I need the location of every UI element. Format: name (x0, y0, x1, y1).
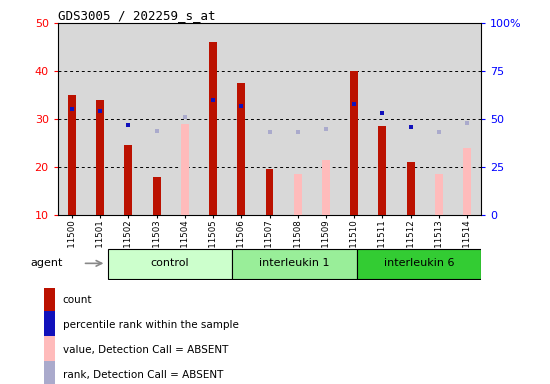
Bar (209, 42, 217, 215)
Text: control: control (151, 258, 189, 268)
Bar (43, 336, 55, 365)
Bar (86, 23, 114, 215)
Bar (181, 124, 189, 215)
Bar (227, 23, 255, 215)
Bar (108, 249, 232, 279)
Bar (43, 311, 55, 340)
Bar (425, 23, 453, 215)
Bar (322, 160, 330, 215)
Text: count: count (63, 295, 92, 306)
Bar (397, 23, 425, 215)
Bar (266, 169, 273, 215)
Text: GDS3005 / 202259_s_at: GDS3005 / 202259_s_at (58, 9, 215, 22)
Bar (152, 177, 161, 215)
Bar (199, 23, 227, 215)
Text: percentile rank within the sample: percentile rank within the sample (63, 320, 238, 331)
Text: interleukin 1: interleukin 1 (259, 258, 329, 268)
Bar (255, 23, 284, 215)
Bar (453, 23, 481, 215)
Text: value, Detection Call = ABSENT: value, Detection Call = ABSENT (63, 345, 228, 356)
Bar (232, 249, 357, 279)
Bar (142, 23, 170, 215)
Text: agent: agent (30, 258, 63, 268)
Bar (350, 71, 358, 215)
Bar (406, 162, 415, 215)
Bar (237, 83, 245, 215)
Bar (368, 23, 397, 215)
Bar (294, 174, 302, 215)
Bar (435, 174, 443, 215)
Bar (114, 23, 142, 215)
Bar (96, 100, 104, 215)
Bar (43, 361, 55, 384)
Bar (124, 146, 133, 215)
Bar (463, 148, 471, 215)
Text: rank, Detection Call = ABSENT: rank, Detection Call = ABSENT (63, 370, 223, 381)
Bar (170, 23, 199, 215)
Bar (284, 23, 312, 215)
Bar (68, 95, 76, 215)
Text: interleukin 6: interleukin 6 (384, 258, 454, 268)
Bar (312, 23, 340, 215)
Bar (58, 23, 86, 215)
Bar (43, 286, 55, 315)
Bar (357, 249, 481, 279)
Bar (378, 126, 387, 215)
Bar (340, 23, 368, 215)
